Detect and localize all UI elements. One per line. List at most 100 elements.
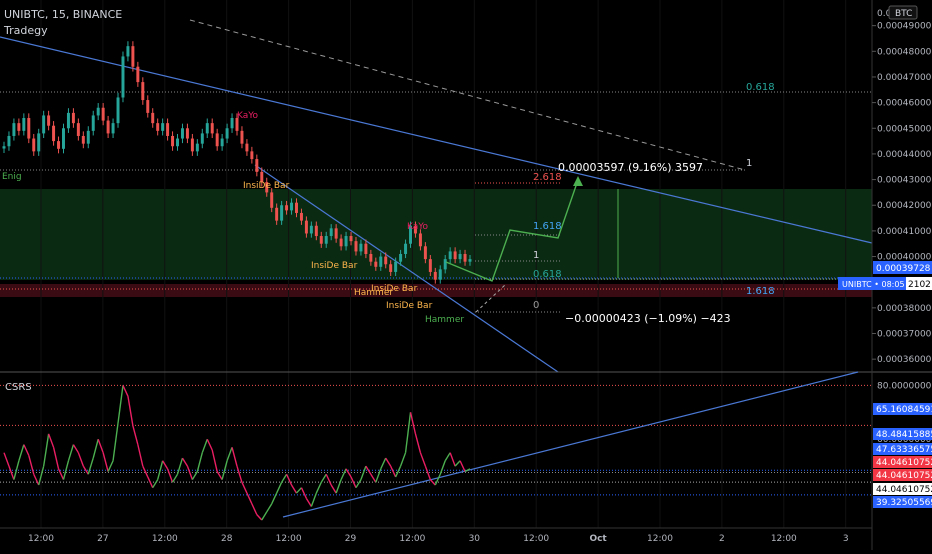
csrs-segment — [390, 465, 397, 478]
candle-body — [319, 236, 323, 244]
candle-body — [389, 264, 393, 272]
pattern-kayo-1: KaYo — [237, 111, 259, 121]
candle-body — [32, 138, 36, 152]
csrs-segment — [434, 473, 441, 486]
fib-label-upper-0618: 0.618 — [746, 82, 775, 93]
candle-body — [106, 120, 110, 134]
current-price-tag-bg — [873, 261, 932, 274]
time-tick-label: 12:00 — [523, 534, 549, 544]
trendline-steep[interactable] — [254, 164, 559, 373]
csrs-segment — [97, 438, 104, 453]
csrs-segment — [13, 460, 20, 480]
csrs-segment — [325, 473, 332, 486]
price-tick-label: 0.00046000 — [877, 99, 932, 109]
candle-body — [76, 123, 80, 136]
csrs-trendline[interactable] — [282, 371, 859, 518]
csrs-segment — [345, 468, 352, 478]
csrs-segment — [117, 385, 124, 424]
candle-body — [359, 243, 363, 252]
candle-body — [166, 123, 170, 136]
price-unit-badge[interactable] — [888, 5, 918, 20]
candle-body — [275, 207, 279, 221]
csrs-segment — [132, 425, 139, 445]
candle-body — [290, 202, 294, 211]
trendline-main[interactable] — [0, 36, 873, 244]
candle-body — [141, 82, 145, 101]
candle-body — [270, 192, 274, 208]
measure-down-label: −0.00000423 (−1.09%) −423 — [565, 312, 731, 325]
trendline-dashed[interactable] — [189, 19, 746, 171]
csrs-segment — [385, 457, 392, 467]
symbol-header[interactable]: UNIBTC, 15, BINANCE — [4, 8, 123, 21]
csrs-segment — [57, 468, 65, 480]
csrs-segment — [256, 514, 263, 521]
csrs-segment — [3, 452, 10, 467]
csrs-segment — [266, 503, 273, 513]
candle-body — [71, 112, 75, 124]
candle-body — [161, 123, 165, 131]
csrs-segment — [320, 473, 327, 483]
candle-body — [384, 256, 388, 265]
price-tick-label: 0.00042000 — [877, 201, 932, 211]
measure-up-label: 0.00003597 (9.16%) 3597 — [558, 161, 703, 174]
pattern-hammer-1: Hammer — [354, 288, 393, 298]
candle-body — [428, 259, 432, 272]
price-tick-label: 0.00044000 — [877, 150, 932, 160]
candle-body — [409, 225, 412, 244]
csrs-segment — [107, 460, 114, 472]
candle-body — [27, 118, 31, 139]
candle-body — [438, 269, 442, 280]
fib-label-mid-0618: 0.618 — [533, 269, 562, 280]
csrs-segment — [28, 455, 35, 475]
csrs-segment — [355, 479, 362, 489]
time-tick-label: 12:00 — [276, 534, 302, 544]
candle-body — [230, 118, 234, 129]
candle-body — [443, 259, 447, 270]
candle-body — [22, 118, 26, 131]
csrs-segment — [127, 396, 134, 426]
csrs-value-tag: 48.48415885 — [876, 430, 932, 440]
csrs-segment — [67, 444, 75, 461]
candle-body — [195, 143, 199, 152]
time-tick-label: 30 — [469, 534, 481, 544]
csrs-segment — [444, 452, 451, 462]
candle-body — [210, 123, 214, 134]
candle-body — [448, 251, 452, 260]
candle-body — [394, 261, 398, 272]
csrs-segment — [419, 452, 427, 467]
candle-body — [111, 123, 115, 134]
csrs-segment — [290, 484, 298, 494]
candle-body — [66, 112, 70, 129]
pattern-inside-2: InsiDe Bar — [311, 261, 358, 271]
csrs-segment — [186, 465, 194, 480]
candle-body — [260, 171, 264, 183]
projection-arrow — [573, 176, 583, 186]
candle-body — [235, 118, 239, 131]
stop-zone — [0, 284, 872, 297]
time-tick-label: 29 — [345, 534, 357, 544]
candle-body — [463, 253, 467, 262]
csrs-segment — [424, 465, 431, 480]
fib-label-right-1618: 1.618 — [746, 286, 775, 297]
csrs-segment — [147, 476, 154, 488]
candle-body — [453, 251, 457, 260]
candle-body — [190, 138, 194, 152]
csrs-segment — [315, 482, 322, 494]
csrs-segment — [52, 447, 60, 470]
price-tick-label: 0.00040000 — [877, 253, 932, 263]
candle-body — [314, 225, 318, 237]
csrs-segment — [335, 479, 342, 494]
candle-body — [116, 97, 120, 124]
author-label: Tradegy — [4, 24, 48, 37]
fib-label-mid-0: 0 — [533, 300, 539, 311]
csrs-segment — [360, 465, 367, 480]
projection-path[interactable] — [445, 179, 579, 282]
csrs-segment — [181, 457, 189, 467]
time-tick-label: 28 — [221, 534, 233, 544]
candle-body — [379, 256, 383, 267]
csrs-segment — [82, 465, 89, 475]
candle-body — [433, 271, 437, 280]
candle-body — [245, 143, 249, 152]
